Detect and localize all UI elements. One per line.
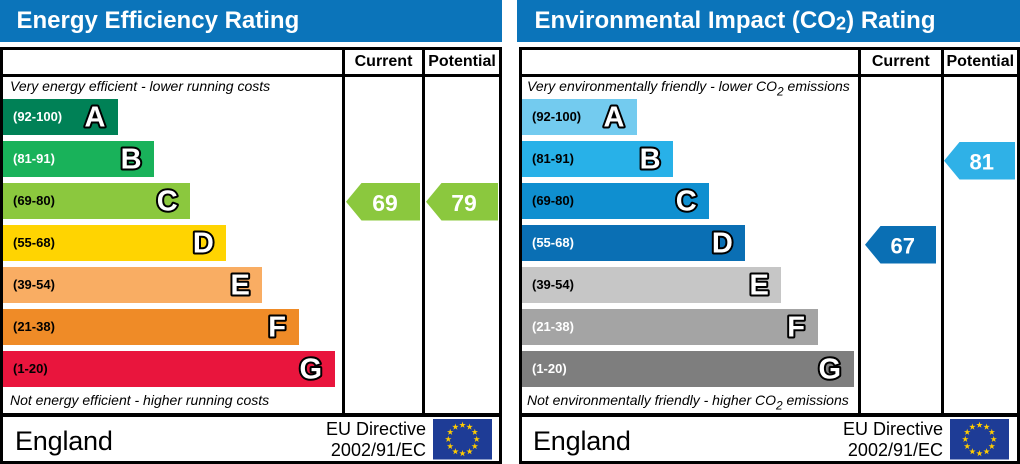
- svg-text:A: A: [604, 101, 625, 133]
- svg-text:G: G: [819, 354, 842, 386]
- svg-text:67: 67: [890, 234, 914, 259]
- svg-text:D: D: [712, 227, 733, 259]
- svg-text:D: D: [193, 227, 214, 259]
- svg-text:C: C: [676, 185, 697, 217]
- svg-text:E: E: [750, 270, 769, 302]
- svg-text:F: F: [787, 312, 805, 344]
- svg-text:B: B: [121, 143, 142, 175]
- svg-text:69: 69: [372, 190, 398, 216]
- svg-text:F: F: [268, 312, 286, 344]
- svg-text:C: C: [157, 185, 178, 217]
- svg-text:B: B: [640, 143, 661, 175]
- svg-text:E: E: [231, 270, 250, 302]
- svg-text:79: 79: [451, 190, 477, 216]
- svg-text:81: 81: [969, 149, 993, 174]
- svg-text:A: A: [85, 101, 106, 133]
- svg-text:G: G: [300, 354, 323, 386]
